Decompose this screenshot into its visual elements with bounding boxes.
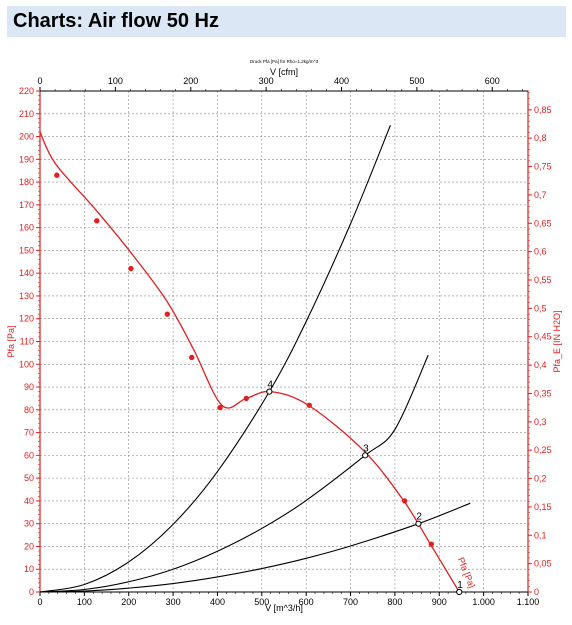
y-tick-label-8: 80: [24, 405, 34, 415]
x-tick-label-6: 600: [299, 597, 314, 607]
y2-tick-label-16: 0,8: [534, 133, 547, 143]
fan-measured-point-7: [306, 402, 312, 408]
x-tick-label-2: 200: [121, 597, 136, 607]
y2-tick-label-4: 0,2: [534, 474, 547, 484]
x-tick-label-8: 800: [387, 597, 402, 607]
y2-tick-label-11: 0,55: [534, 275, 552, 285]
x2-tick-label-1: 100: [108, 76, 123, 86]
points: [54, 172, 463, 596]
y-tick-label-4: 40: [24, 496, 34, 506]
y-tick-label-15: 150: [19, 245, 34, 255]
x2-tick-label-4: 400: [334, 76, 349, 86]
y2-tick-label-12: 0,6: [534, 247, 547, 257]
y2-tick-label-7: 0,35: [534, 388, 552, 398]
x-tick-label-1: 100: [77, 597, 92, 607]
x-tick-label-9: 900: [432, 597, 447, 607]
page-title: Charts: Air flow 50 Hz: [13, 10, 219, 32]
y-tick-label-2: 20: [24, 541, 34, 551]
y-tick-label-21: 210: [19, 109, 34, 119]
fan-measured-point-5: [217, 404, 223, 411]
x-tick-label-4: 400: [210, 597, 225, 607]
curves: [39, 124, 471, 593]
x2-tick-label-6: 600: [485, 76, 500, 86]
y-tick-label-22: 220: [19, 86, 34, 96]
x-tick-label-11: 1.100: [517, 597, 540, 607]
x2-tick-label-5: 500: [409, 76, 424, 86]
fan-measured-point-3: [164, 311, 171, 317]
grid: [39, 90, 529, 593]
y2-tick-label-14: 0,7: [534, 190, 547, 200]
y-tick-label-0: 0: [29, 587, 34, 597]
y2-tick-label-15: 0,75: [534, 162, 552, 172]
x2-tick-label-2: 200: [183, 76, 198, 86]
y-tick-label-18: 180: [19, 177, 34, 187]
y-tick-label-13: 130: [19, 291, 34, 301]
y2-tick-label-2: 0,1: [534, 530, 547, 540]
x2-tick-label-3: 300: [259, 76, 274, 86]
y2-tick-label-8: 0,4: [534, 360, 547, 370]
series-line-system-curve-3: [39, 354, 429, 593]
y-tick-label-10: 100: [19, 359, 34, 369]
x-axis-title: V [m^3/h]: [265, 603, 303, 613]
y-tick-label-20: 200: [19, 132, 34, 142]
x-tick-label-3: 300: [166, 597, 181, 607]
header-bar: Charts: Air flow 50 Hz: [7, 6, 566, 37]
operating-point-4: [266, 388, 273, 395]
y-tick-label-14: 140: [19, 268, 34, 278]
y2-tick-label-0: 0: [534, 587, 539, 597]
fan-measured-point-4: [189, 354, 195, 361]
axes: [36, 87, 532, 596]
fan-measured-point-8: [401, 498, 408, 504]
y2-tick-label-3: 0,15: [534, 502, 552, 512]
operating-point-label-1: 1: [457, 580, 463, 591]
fan-measured-point-0: [54, 172, 60, 178]
x2-axis-title: V [cfm]: [270, 67, 298, 77]
y2-tick-label-13: 0,65: [534, 218, 552, 228]
y-axis-title: Pfa [Pa]: [6, 325, 16, 357]
y2-tick-label-5: 0,25: [534, 445, 552, 455]
operating-point-2: [415, 520, 422, 527]
fan-measured-point-2: [128, 265, 134, 272]
fan-measured-point-9: [428, 541, 434, 547]
x-tick-label-7: 700: [343, 597, 358, 607]
y2-axis-title: Pfa_E [IN H2O]: [552, 310, 562, 372]
y-tick-label-6: 60: [24, 450, 34, 460]
x-tick-label-0: 0: [37, 597, 42, 607]
x-tick-label-5: 500: [254, 597, 269, 607]
y-tick-label-3: 30: [24, 519, 34, 529]
y2-tick-label-6: 0,3: [534, 417, 547, 427]
y2-tick-label-17: 0,85: [534, 105, 552, 115]
y-tick-label-16: 160: [19, 223, 34, 233]
y2-tick-label-9: 0,45: [534, 332, 552, 342]
x2-tick-label-0: 0: [37, 76, 42, 86]
y-tick-label-1: 10: [24, 564, 34, 574]
y-tick-label-5: 50: [24, 473, 34, 483]
x-tick-label-10: 1.000: [472, 597, 495, 607]
operating-point-1: [456, 588, 463, 596]
series-line-system-curve-2: [39, 502, 471, 593]
y-tick-label-19: 190: [19, 154, 34, 164]
operating-point-label-3: 3: [363, 443, 369, 454]
y-tick-label-7: 70: [24, 428, 34, 438]
operating-point-label-2: 2: [416, 512, 422, 523]
fan-measured-point-6: [243, 395, 249, 402]
series-line-system-curve-4: [39, 124, 391, 593]
operating-point-label-4: 4: [267, 380, 273, 391]
series-line-fan-curve: [39, 131, 460, 593]
y2-tick-label-10: 0,5: [534, 303, 547, 313]
fan-measured-point-1: [94, 218, 100, 224]
y-tick-label-9: 90: [24, 382, 34, 392]
y-tick-label-12: 120: [19, 314, 34, 324]
operating-point-3: [362, 452, 369, 459]
y-tick-label-11: 110: [20, 337, 34, 347]
chart-title: Druck Pfa [Pa] für Rho=1,2kg/m^3: [250, 59, 319, 64]
y2-tick-label-1: 0,05: [534, 559, 552, 569]
y-tick-label-17: 170: [19, 200, 34, 210]
